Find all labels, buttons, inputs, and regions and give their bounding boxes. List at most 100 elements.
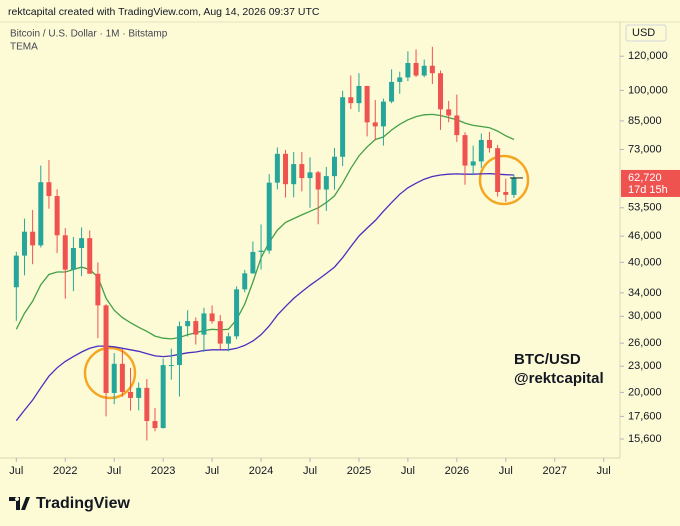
candle-body: [38, 182, 44, 246]
candle-body: [258, 250, 264, 252]
candle-body: [454, 115, 460, 136]
indicator-line: [15, 172, 514, 422]
candle-body: [87, 238, 93, 274]
indicator-title: TEMA: [10, 42, 38, 53]
candle-body: [54, 196, 60, 236]
candle-body: [315, 172, 321, 190]
y-tick-label: 40,000: [628, 256, 662, 268]
candle-body: [274, 153, 280, 183]
candle-body: [291, 164, 297, 185]
candle-body: [21, 231, 27, 256]
candle-body: [136, 387, 142, 398]
candle-body: [372, 122, 378, 127]
candle-body: [470, 161, 476, 166]
x-tick-label: 2022: [53, 465, 77, 477]
candle-body: [486, 139, 492, 149]
candle-body: [103, 305, 109, 393]
candle-body: [307, 172, 313, 179]
y-tick-label: 26,000: [628, 337, 662, 349]
pair-annotation: BTC/USD: [514, 351, 581, 368]
candle-body: [250, 251, 256, 274]
x-tick-label: Jul: [107, 465, 121, 477]
y-tick-label: 85,000: [628, 115, 662, 127]
x-tick-label: Jul: [9, 465, 23, 477]
x-tick-label: Jul: [499, 465, 513, 477]
candle-body: [79, 238, 85, 248]
x-tick-label: Jul: [401, 465, 415, 477]
candle-body: [209, 313, 215, 322]
candle-body: [299, 164, 305, 179]
candle-body: [234, 289, 240, 337]
candle-body: [152, 421, 158, 429]
candle-body: [405, 62, 411, 78]
candle-body: [160, 365, 166, 429]
y-tick-label: 120,000: [628, 50, 668, 62]
candle-body: [421, 65, 427, 76]
candle-body: [128, 391, 134, 398]
x-tick-label: 2024: [249, 465, 273, 477]
brand-name: TradingView: [36, 495, 131, 512]
candle-body: [242, 273, 248, 290]
candle-body: [495, 148, 501, 192]
candle-body: [62, 235, 68, 270]
bar-countdown: 17d 15h: [628, 184, 668, 196]
author-annotation: @rektcapital: [514, 370, 604, 387]
y-tick-label: 46,000: [628, 230, 662, 242]
y-tick-label: 73,000: [628, 143, 662, 155]
y-tick-label: 34,000: [628, 287, 662, 299]
candle-body: [225, 336, 231, 344]
candle-body: [511, 177, 517, 195]
header: rektcapital created with TradingView.com…: [8, 6, 320, 18]
candle-body: [30, 231, 36, 246]
y-tick-label: 23,000: [628, 360, 662, 372]
last-price-box: [621, 169, 680, 197]
highlight-circle: [83, 346, 137, 400]
candle-body: [144, 387, 150, 422]
brand-logo: TradingView: [9, 495, 131, 512]
candle-body: [389, 81, 395, 102]
currency-box[interactable]: [625, 24, 667, 42]
y-tick-label: 17,600: [628, 410, 662, 422]
candle-body: [478, 139, 484, 162]
candle-body: [462, 135, 468, 166]
candle-body: [13, 255, 19, 288]
candle-body: [283, 153, 289, 185]
y-tick-label: 30,000: [628, 310, 662, 322]
candle-body: [397, 77, 403, 82]
candle-body: [446, 109, 452, 116]
candle-body: [356, 85, 362, 104]
candle-body: [503, 191, 509, 195]
candle-body: [193, 321, 199, 335]
candle-body: [364, 85, 370, 123]
candle-body: [111, 363, 117, 393]
x-tick-label: Jul: [205, 465, 219, 477]
candle-body: [429, 65, 435, 74]
candle-body: [331, 156, 337, 177]
candle-body: [413, 62, 419, 76]
candle-body: [266, 182, 272, 251]
x-tick-label: 2023: [151, 465, 175, 477]
candle-body: [168, 365, 174, 367]
y-tick-label: 20,000: [628, 386, 662, 398]
x-tick-label: 2027: [542, 465, 566, 477]
x-tick-label: 2026: [445, 465, 469, 477]
candle-body: [380, 101, 386, 127]
candle-body: [46, 182, 52, 197]
pane: [13, 46, 517, 441]
candle-body: [176, 326, 182, 366]
x-tick-label: Jul: [597, 465, 611, 477]
candle-body: [201, 313, 207, 335]
brand-icon: [9, 497, 30, 510]
x-tick-label: 2025: [347, 465, 371, 477]
y-tick-label: 15,600: [628, 433, 662, 445]
candle-body: [323, 176, 329, 190]
candle-body: [340, 97, 346, 157]
symbol-title: Bitcoin / U.S. Dollar · 1M · Bitstamp: [10, 29, 168, 40]
candle-body: [217, 321, 223, 344]
highlight-circle: [478, 154, 530, 206]
candle-body: [95, 273, 101, 306]
x-tick-label: Jul: [303, 465, 317, 477]
last-price-label: 62,720: [628, 172, 662, 184]
